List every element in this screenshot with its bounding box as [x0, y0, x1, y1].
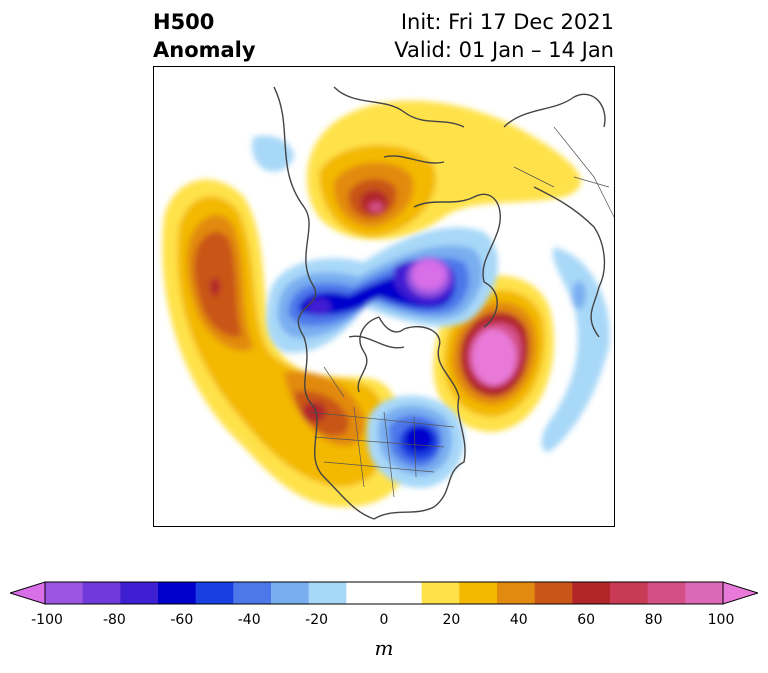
ridge-siberia	[307, 100, 581, 240]
colorbar-low-extend	[10, 581, 46, 605]
colorbar-cell	[610, 582, 649, 604]
colorbar-cell	[158, 582, 197, 604]
map-title-left: H500 Anomaly	[153, 8, 256, 64]
colorbar-tick-label: -80	[102, 612, 126, 628]
colorbar-cell	[384, 582, 423, 604]
colorbar-cell	[195, 582, 234, 604]
colorbar-cell	[534, 582, 573, 604]
colorbar-cell	[685, 582, 724, 604]
colorbar-cell	[647, 582, 686, 604]
init-date-label: Init: Fri 17 Dec 2021	[400, 10, 614, 34]
colorbar-tick-label: -20	[305, 612, 329, 628]
trough-arctic	[266, 227, 498, 353]
colorbar-cell	[572, 582, 611, 604]
colorbar-cell	[308, 582, 347, 604]
colorbar-tick-label: -100	[31, 612, 63, 628]
colorbar-tick-label: 40	[509, 612, 528, 628]
anomaly-label: Anomaly	[153, 38, 256, 62]
colorbar-high-extend	[722, 581, 758, 605]
valid-range-label: Valid: 01 Jan – 14 Jan	[394, 38, 614, 62]
colorbar-unit-label: m	[374, 636, 394, 660]
colorbar-tick-label: 20	[442, 612, 461, 628]
colorbar-cell	[82, 582, 121, 604]
political-borders	[308, 126, 614, 498]
colorbar-tick-label: -40	[237, 612, 261, 628]
colorbar-tick-label: 60	[577, 612, 596, 628]
colorbar-tick-labels: -100 -80 -60 -40 -20 0 20 40 60 80 100	[0, 612, 768, 632]
coastlines	[273, 86, 606, 520]
colorbar	[10, 581, 758, 605]
colorbar-cells	[45, 582, 724, 604]
colorbar-tick-label: 0	[379, 612, 389, 628]
colorbar-tick-label: 100	[707, 612, 735, 628]
variable-label: H500	[153, 10, 215, 34]
colorbar-cell	[421, 582, 460, 604]
colorbar-tick-label: -60	[170, 612, 194, 628]
colorbar-cell	[45, 582, 84, 604]
colorbar-cell	[120, 582, 159, 604]
map-title-right: Init: Fri 17 Dec 2021 Valid: 01 Jan – 14…	[394, 8, 614, 64]
colorbar-cell	[233, 582, 272, 604]
colorbar-cell	[497, 582, 536, 604]
map-panel	[153, 66, 615, 527]
colorbar-tick-label: 80	[644, 612, 663, 628]
trough-east-atlantic	[251, 135, 610, 452]
colorbar-cell	[459, 582, 498, 604]
colorbar-cell	[346, 582, 385, 604]
anomaly-map	[154, 67, 614, 526]
colorbar-outline	[44, 581, 724, 605]
colorbar-cell	[271, 582, 310, 604]
